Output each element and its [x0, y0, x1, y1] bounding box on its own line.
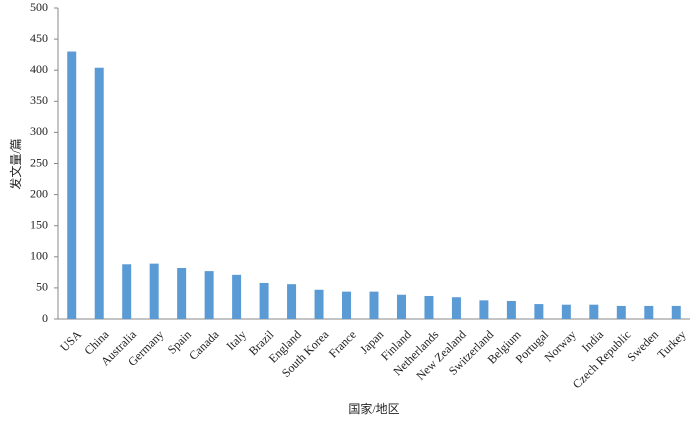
y-tick-label: 500	[30, 0, 48, 14]
bar	[369, 291, 379, 319]
bar	[94, 67, 104, 319]
bar	[396, 294, 406, 319]
y-tick-label: 350	[30, 93, 48, 107]
bar	[122, 264, 132, 319]
bar	[616, 305, 626, 319]
x-axis-title: 国家/地区	[348, 401, 399, 416]
y-tick-label: 200	[30, 186, 48, 200]
bar	[204, 271, 214, 319]
y-tick-label: 250	[30, 155, 48, 169]
x-tick-label: USA	[57, 327, 84, 354]
x-tick-label: France	[326, 327, 359, 360]
bar	[342, 291, 352, 319]
bar	[67, 51, 77, 319]
x-tick-label: Norway	[541, 327, 578, 364]
x-tick-label: Canada	[186, 327, 222, 363]
bar	[671, 305, 681, 319]
y-tick-label: 50	[36, 280, 48, 294]
bar	[314, 289, 324, 319]
y-tick-label: 150	[30, 217, 48, 231]
x-tick-label: Sweden	[624, 327, 661, 364]
y-tick-label: 100	[30, 249, 48, 263]
bar	[149, 263, 159, 319]
y-tick-label: 450	[30, 31, 48, 45]
bar	[287, 284, 297, 319]
bar	[177, 267, 187, 319]
bar	[589, 304, 599, 319]
x-tick-label: Italy	[223, 327, 248, 352]
bar	[506, 300, 516, 319]
y-axis-title: 发文量/篇	[8, 138, 23, 189]
bar	[644, 305, 654, 319]
bar	[259, 282, 269, 319]
bar	[479, 300, 489, 319]
bar	[561, 304, 571, 319]
y-tick-label: 0	[42, 311, 48, 325]
y-tick-label: 400	[30, 62, 48, 76]
y-tick-label: 300	[30, 124, 48, 138]
x-tick-label: Turkey	[654, 327, 688, 361]
bar	[534, 304, 544, 319]
bar	[232, 274, 242, 319]
bar	[424, 295, 434, 319]
bar	[451, 297, 461, 319]
